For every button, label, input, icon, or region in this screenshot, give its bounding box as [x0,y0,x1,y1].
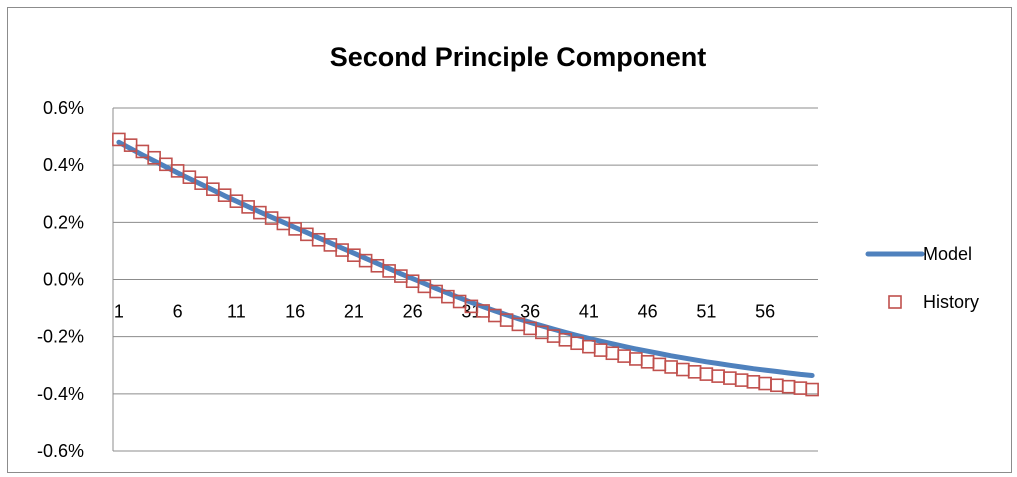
chart-title: Second Principle Component [330,42,707,72]
grid-lines [112,107,818,452]
data-point-history [805,382,819,397]
y-tick-label: -0.6% [37,441,84,461]
legend-label-model: Model [923,244,972,264]
x-tick-label: 6 [173,302,183,322]
data-point-history [640,355,655,369]
x-tick-label: 46 [638,302,658,322]
y-tick-label: -0.2% [37,327,84,347]
x-tick-label: 16 [285,302,305,322]
data-point-history [746,375,761,389]
y-tick-label: 0.0% [43,270,84,290]
data-point-history [711,369,725,383]
data-point-history [652,357,667,372]
y-tick-label: 0.2% [43,212,84,232]
y-tick-label: 0.4% [43,155,84,175]
data-point-history [664,360,678,374]
data-point-history [676,362,690,377]
x-tick-label: 51 [696,302,716,322]
legend-swatch-history [888,295,902,309]
y-axis-tick-labels: 0.6% 0.4% 0.2% 0.0% -0.2% -0.4% -0.6% [37,98,84,461]
legend: Model History [865,244,979,312]
data-point-history [699,367,714,381]
data-point-history [605,346,620,361]
data-point-history [593,343,608,357]
x-tick-label: 36 [520,302,540,322]
x-tick-label: 56 [755,302,775,322]
series-line-model [116,139,815,378]
data-point-history [734,373,749,387]
legend-label-history: History [923,292,979,312]
data-point-history [758,376,772,391]
x-tick-label: 26 [403,302,423,322]
x-axis-tick-labels: 1 6 11 16 21 26 31 36 41 46 51 56 [114,302,775,322]
x-tick-label: 21 [344,302,364,322]
plot-series [112,132,819,397]
x-tick-label: 1 [114,302,124,322]
data-point-history [770,378,784,393]
y-tick-label: 0.6% [43,98,84,118]
data-point-history [781,379,796,394]
x-tick-label: 41 [579,302,599,322]
data-point-history [629,352,643,366]
data-point-history [793,381,808,395]
data-point-history [723,371,737,385]
data-point-history [687,365,702,379]
chart-area [7,7,1012,473]
data-point-history [617,349,631,363]
x-tick-label: 11 [227,302,246,322]
y-tick-label: -0.4% [37,384,84,404]
data-point-history [582,339,596,354]
